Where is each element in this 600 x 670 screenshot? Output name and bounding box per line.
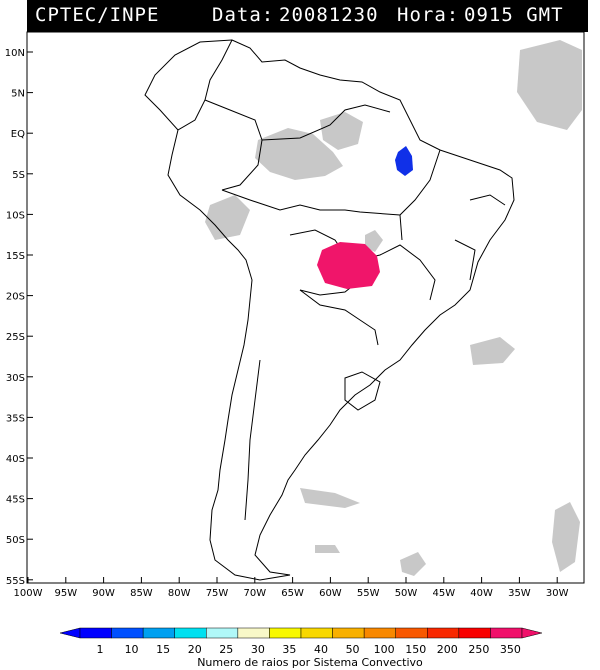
latitude-label: EQ xyxy=(11,129,25,140)
legend-swatch xyxy=(237,627,270,639)
legend-swatch xyxy=(269,627,302,639)
color-legend: 1 10 15 20 25 30 35 40 50 100 150 200 250 350 xyxy=(59,627,543,656)
map-header: CPTEC/INPE Data: 20081230 Hora: 0915 GMT xyxy=(27,0,588,32)
latitude-label: 50S xyxy=(6,535,25,546)
chile-argentina-border xyxy=(244,359,261,521)
legend-swatch xyxy=(300,627,333,639)
brazil-interior-borders xyxy=(399,149,441,241)
longitude-label: 80W xyxy=(168,588,191,599)
paraguay-border xyxy=(299,289,379,346)
peru-brazil-border xyxy=(221,189,401,216)
longitude-label: 100W xyxy=(14,588,43,599)
longitude-label: 50W xyxy=(395,588,418,599)
legend-value-label: 40 xyxy=(314,643,328,656)
longitude-label: 95W xyxy=(54,588,77,599)
date-value: 20081230 xyxy=(279,4,379,26)
source-label: CPTEC/INPE xyxy=(35,4,160,26)
latitude-label: 30S xyxy=(6,373,25,384)
longitude-label: 30W xyxy=(546,588,569,599)
lightning-cluster-magenta xyxy=(317,242,380,289)
legend-title: Numero de raios por Sistema Convectivo xyxy=(197,656,423,669)
legend-swatch xyxy=(490,627,523,639)
south-america-outline xyxy=(167,39,515,581)
longitude-label: 60W xyxy=(319,588,342,599)
legend-arrow-left xyxy=(59,627,81,639)
longitude-label: 40W xyxy=(470,588,493,599)
latitude-label: 10S xyxy=(6,210,25,221)
legend-value-label: 15 xyxy=(156,643,170,656)
legend-value-label: 100 xyxy=(374,643,395,656)
central-america-outline xyxy=(144,39,233,131)
legend-arrow-right xyxy=(521,627,543,639)
legend-swatch xyxy=(363,627,396,639)
legend-value-label: 200 xyxy=(437,643,458,656)
latitude-label: 40S xyxy=(6,454,25,465)
legend-swatch xyxy=(458,627,491,639)
cloud-area xyxy=(400,552,426,576)
legend-swatch xyxy=(427,627,460,639)
legend-swatch xyxy=(395,627,428,639)
legend-swatch xyxy=(174,627,207,639)
legend-value-label: 30 xyxy=(251,643,265,656)
cloud-area xyxy=(552,502,580,572)
longitude-label: 70W xyxy=(243,588,266,599)
legend-swatch xyxy=(332,627,365,639)
time-label: Hora: xyxy=(397,4,460,26)
latitude-label: 15S xyxy=(6,251,25,262)
lightning-cluster-blue xyxy=(395,146,413,176)
time-value: 0915 GMT xyxy=(464,4,564,26)
brazil-state-borders-east xyxy=(454,194,506,281)
longitude-label: 45W xyxy=(432,588,455,599)
latitude-label: 5S xyxy=(12,170,25,181)
venezuela-brazil-border xyxy=(261,104,391,141)
latitude-label: 25S xyxy=(6,332,25,343)
latitude-label: 5N xyxy=(11,89,25,100)
cloud-area xyxy=(320,112,363,150)
longitude-label: 65W xyxy=(281,588,304,599)
legend-value-label: 250 xyxy=(468,643,489,656)
legend-value-label: 25 xyxy=(219,643,233,656)
latitude-label: 35S xyxy=(6,413,25,424)
cloud-area xyxy=(205,195,250,240)
legend-value-label: 350 xyxy=(500,643,521,656)
longitude-label: 75W xyxy=(206,588,229,599)
satellite-clouds xyxy=(205,40,582,576)
longitude-label: 55W xyxy=(357,588,380,599)
uruguay-border xyxy=(344,371,381,411)
legend-value-label: 35 xyxy=(282,643,296,656)
latitude-label: 20S xyxy=(6,292,25,303)
legend-value-label: 50 xyxy=(346,643,360,656)
legend-value-label: 20 xyxy=(188,643,202,656)
longitude-label: 85W xyxy=(130,588,153,599)
latitude-label: 45S xyxy=(6,495,25,506)
cloud-area xyxy=(300,488,360,508)
longitude-label: 35W xyxy=(508,588,531,599)
latitude-label: 10N xyxy=(5,48,25,59)
longitude-labels: 100W 95W 90W 85W 80W 75W 70W 65W 60W 55W 50W 45W 40W… xyxy=(14,577,569,599)
map-frame xyxy=(26,31,585,584)
cloud-area xyxy=(315,545,340,553)
colombia-border xyxy=(204,99,263,191)
date-label: Data: xyxy=(212,4,275,26)
latitude-label: 55S xyxy=(6,576,25,587)
legend-swatch xyxy=(111,627,144,639)
longitude-label: 90W xyxy=(92,588,115,599)
legend-value-label: 150 xyxy=(405,643,426,656)
legend-swatch xyxy=(206,627,239,639)
cloud-area xyxy=(470,337,515,365)
cloud-area xyxy=(517,40,582,130)
legend-swatch xyxy=(79,627,112,639)
legend-swatch xyxy=(142,627,175,639)
legend-value-label: 1 xyxy=(97,643,104,656)
cloud-area xyxy=(365,230,383,252)
cloud-area xyxy=(255,128,343,180)
latitude-labels: 10N 5N EQ 5S 10S 15S 20S 25S 30S 35S 40S 45S 50S 55S xyxy=(5,48,33,587)
legend-value-label: 10 xyxy=(125,643,139,656)
